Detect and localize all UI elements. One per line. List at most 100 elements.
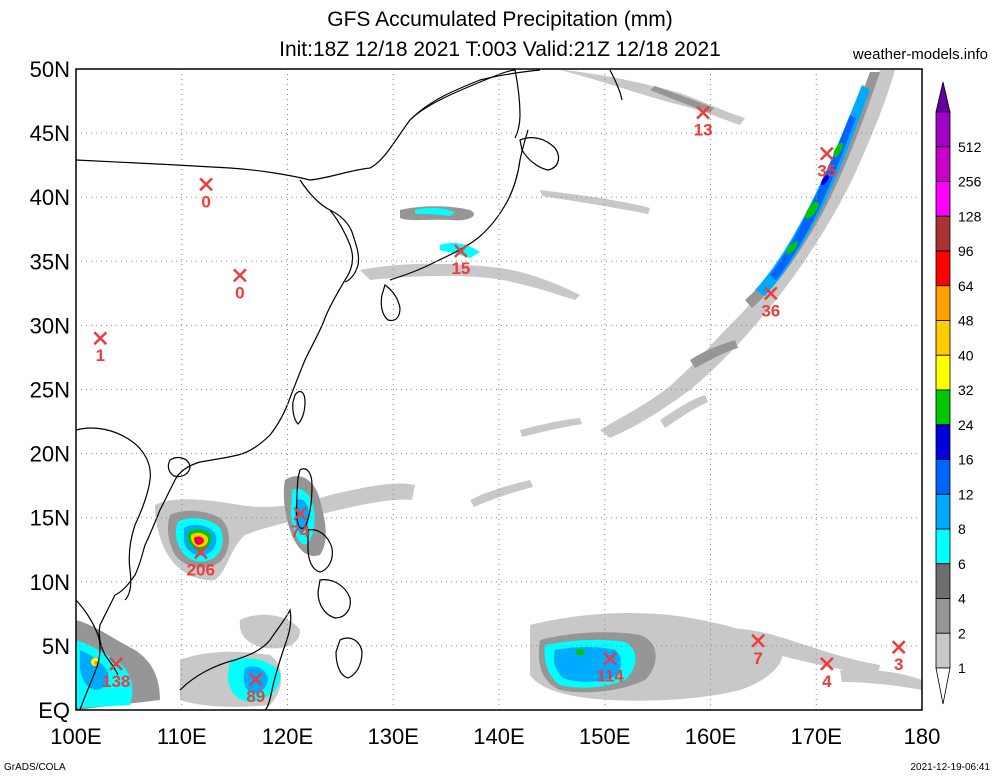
- station-cross-icon: [193, 545, 208, 560]
- footer-credit: GrADS/COLA: [4, 762, 66, 773]
- colorbar-box-14: [935, 181, 951, 217]
- station-value: 13: [694, 121, 713, 140]
- colorbar-box-15: [935, 146, 951, 182]
- precip-streak-4: [520, 418, 582, 437]
- precip-streak-2: [660, 395, 708, 428]
- lat-label-40n: 40N: [30, 185, 70, 210]
- colorbar-box-13: [935, 215, 951, 252]
- station-value: 0: [201, 192, 210, 211]
- coastline-honshu: [389, 129, 529, 281]
- precip-malay-core: [80, 650, 109, 690]
- lon-label-100e: 100E: [50, 724, 101, 749]
- station-2: 0: [233, 268, 247, 302]
- precip-streak-1: [690, 340, 738, 368]
- lat-label-35n: 35N: [30, 249, 70, 274]
- colorbar-label-6: 6: [958, 556, 966, 572]
- precip-ecs: [239, 614, 300, 649]
- coastline-indochina: [76, 427, 151, 601]
- colorbar-label-256: 256: [958, 174, 982, 190]
- colorbar-label-40: 40: [958, 347, 974, 363]
- footer-timestamp: 2021-12-19-06:41: [910, 762, 990, 773]
- colorbar-bottom-arrow: [935, 667, 951, 705]
- site-credit: weather-models.info: [852, 46, 988, 63]
- station-value: 0: [235, 283, 244, 302]
- colorbar-box-1: [935, 632, 951, 669]
- longitude-labels: 100E 110E 120E 130E 140E 150E 160E 170E 180: [50, 724, 940, 749]
- lat-label-15n: 15N: [30, 506, 70, 531]
- station-value: 3: [894, 655, 903, 674]
- station-cross-icon: [248, 672, 263, 687]
- coastline-kamchatka: [609, 69, 623, 101]
- station-4: 13: [694, 105, 713, 140]
- lat-label-20n: 20N: [30, 442, 70, 467]
- colorbar-box-6: [935, 459, 951, 495]
- station-6: 36: [761, 286, 780, 320]
- precip-scs-core4: [196, 538, 201, 543]
- colorbar-label-4: 4: [958, 591, 966, 607]
- coastlines: [76, 69, 623, 710]
- precip-core-north-2: [833, 142, 843, 158]
- station-value: 35: [817, 162, 836, 181]
- lon-label-180: 180: [904, 724, 941, 749]
- colorbar-box-11: [935, 285, 951, 321]
- colorbar-label-8: 8: [958, 521, 966, 537]
- station-cross-icon: [819, 146, 834, 161]
- lat-label-eq: EQ: [38, 698, 70, 723]
- coastline-korea: [329, 209, 360, 283]
- station-value: 1: [96, 346, 105, 365]
- lon-label-150e: 150E: [579, 724, 630, 749]
- precip-eqpac-blue: [553, 647, 622, 682]
- map-subtitle: Init:18Z 12/18 2021 T:003 Valid:21Z 12/1…: [279, 38, 721, 61]
- coastline-luzon: [295, 468, 313, 530]
- station-value: 7: [753, 649, 762, 668]
- colorbar-label-1: 1: [958, 660, 966, 676]
- colorbar-box-5: [935, 493, 951, 530]
- station-cross-icon: [109, 656, 124, 671]
- colorbar-label-2: 2: [958, 625, 966, 641]
- lat-label-45n: 45N: [30, 121, 70, 146]
- coastline-kyushu: [380, 284, 401, 322]
- lon-label-110e: 110E: [157, 724, 207, 749]
- lon-label-120e: 120E: [262, 724, 313, 749]
- station-cross-icon: [819, 656, 834, 671]
- station-value: 74: [291, 522, 310, 541]
- station-7: 206: [187, 545, 215, 579]
- lon-label-170e: 170E: [791, 724, 842, 749]
- station-5: 35: [817, 146, 836, 181]
- graticule: [76, 69, 922, 710]
- precip-malay-orange: [94, 661, 98, 665]
- station-cross-icon: [93, 331, 108, 346]
- precip-core-north-3: [786, 241, 798, 255]
- plot-frame: [75, 68, 923, 711]
- station-cross-icon: [603, 651, 617, 666]
- coastline-sakhalin: [514, 69, 521, 139]
- colorbar-box-16: [935, 111, 951, 148]
- station-cross-icon: [751, 633, 765, 648]
- station-13: 4: [819, 656, 834, 691]
- colorbar-label-48: 48: [958, 313, 974, 329]
- coastline-hokkaido: [519, 137, 560, 171]
- colorbar-top-arrow: [935, 81, 951, 113]
- station-cross-icon: [891, 640, 906, 655]
- lat-label-25n: 25N: [30, 378, 70, 403]
- colorbar-box-9: [935, 354, 951, 391]
- coastline-mindanao: [317, 579, 351, 619]
- colorbar-label-96: 96: [958, 243, 974, 259]
- colorbar-label-128: 128: [958, 208, 982, 224]
- lon-label-130e: 130E: [368, 724, 419, 749]
- lat-label-10n: 10N: [30, 570, 70, 595]
- station-cross-icon: [696, 105, 710, 120]
- station-14: 3: [891, 640, 906, 674]
- colorbar-box-4: [935, 528, 951, 565]
- coastline-borneo: [179, 608, 292, 710]
- precip-core-north-1: [805, 201, 819, 219]
- precip-japan-4: [540, 190, 650, 214]
- lat-label-30n: 30N: [30, 313, 70, 338]
- lon-label-140e: 140E: [473, 724, 524, 749]
- colorbar-label-16: 16: [958, 452, 974, 468]
- latitude-labels: 50N 45N 40N 35N 30N 25N 20N 15N 10N 5N EQ: [30, 57, 70, 723]
- station-12: 7: [751, 633, 765, 668]
- station-value: 15: [451, 259, 470, 278]
- coastline-visayas: [307, 529, 333, 573]
- coastline-sulawesi: [335, 637, 363, 679]
